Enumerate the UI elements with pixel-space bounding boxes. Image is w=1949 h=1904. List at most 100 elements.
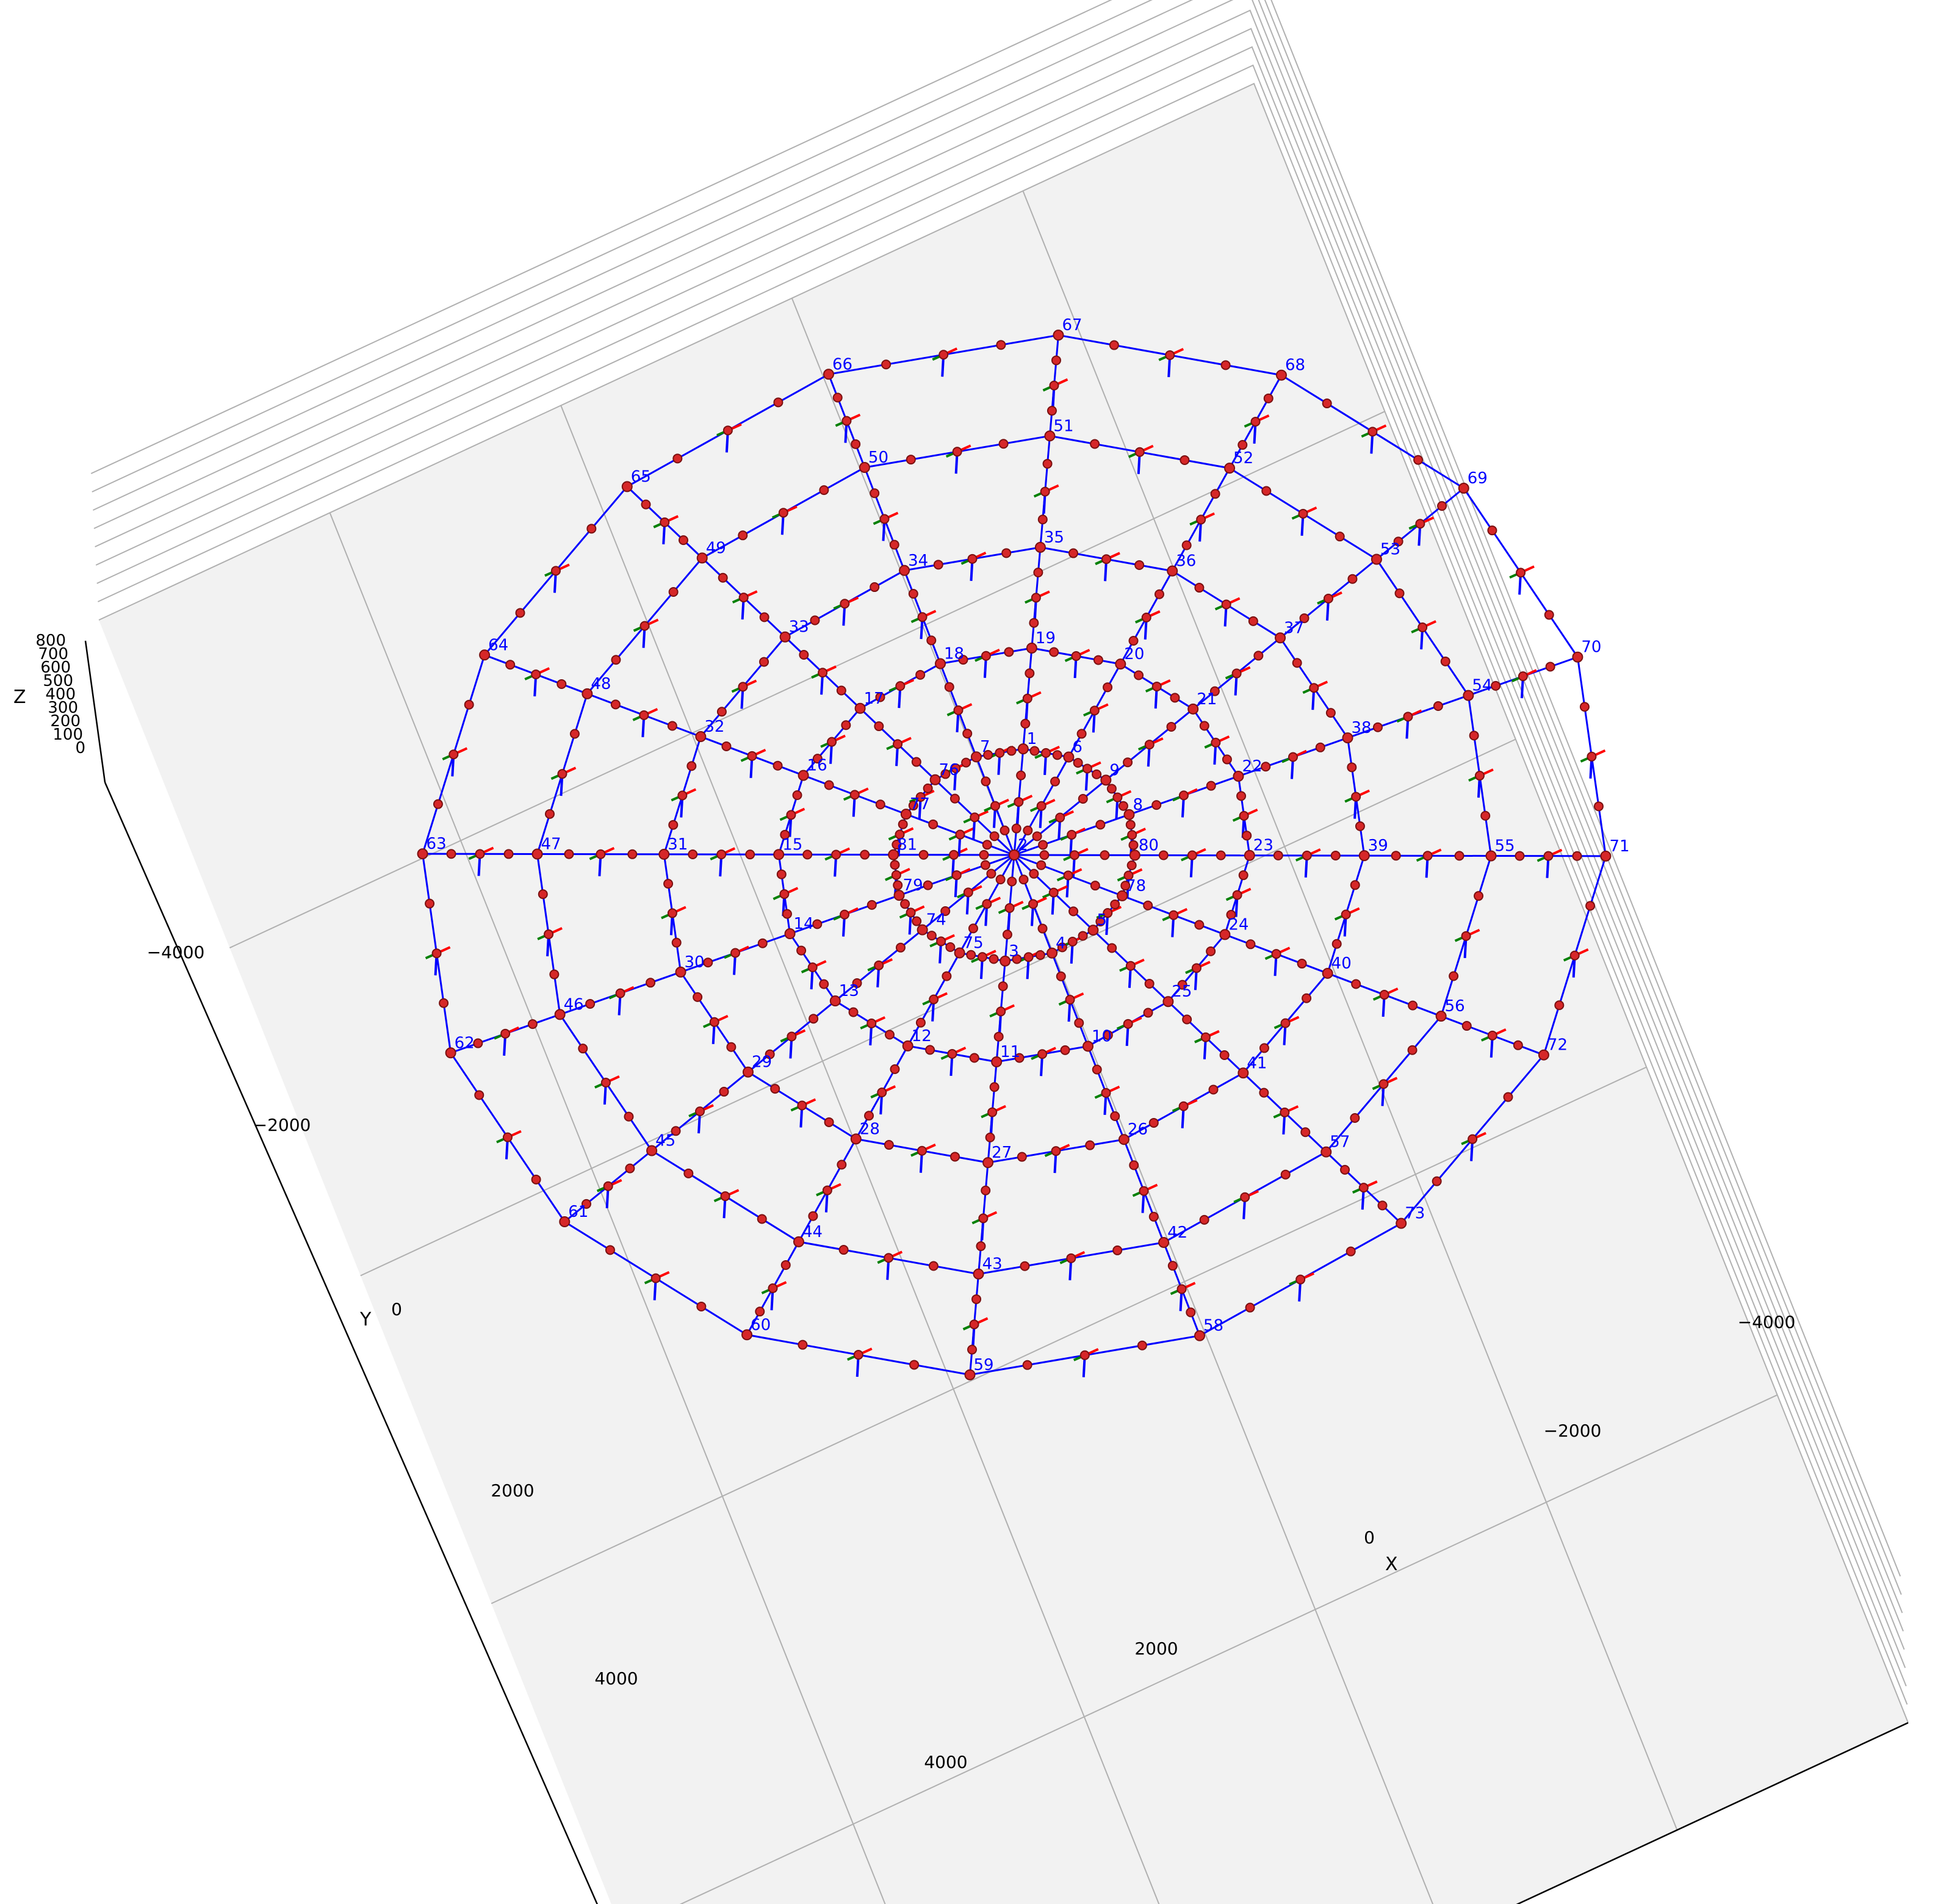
element-marker [473,1038,483,1048]
element-marker [1144,740,1155,750]
element-marker [1261,762,1271,772]
axis-lines [84,640,1909,1904]
gridline-v-3 [360,738,1516,1277]
node-marker [1237,1067,1249,1079]
element-marker [1220,360,1231,370]
element-marker [1078,794,1088,804]
element-marker [889,539,899,550]
element-marker [1000,825,1010,835]
element-marker [853,1350,863,1360]
wall-edge-6 [92,0,1903,1614]
element-marker [1309,683,1319,693]
node-label: 67 [1062,316,1082,334]
element-marker [1341,909,1351,920]
node-marker [1087,925,1099,936]
gridline-v-1 [679,1394,1778,1904]
node-label: 6 [1072,738,1083,757]
element-marker [983,749,993,760]
element-marker [1144,978,1155,989]
element-marker [940,769,951,779]
element-marker [1515,851,1525,861]
element-marker [759,612,769,622]
element-marker [996,340,1006,350]
element-marker [822,1185,832,1195]
element-marker [1093,655,1103,665]
element-marker [1300,1127,1311,1138]
element-marker [933,560,943,570]
y-axis-line [104,782,598,1904]
z-tick-label: 0 [75,739,85,757]
y-tick-label: −4000 [147,942,205,962]
element-marker [1413,455,1424,465]
element-marker [942,971,952,981]
element-marker [1139,1186,1149,1196]
element-marker [686,761,697,771]
element-marker [1487,1030,1497,1040]
element-marker [1403,712,1413,722]
element-marker [747,751,757,761]
element-marker [810,615,820,626]
element-marker [792,790,802,801]
element-marker [908,801,918,811]
node-marker [1017,743,1029,755]
element-marker [1221,599,1231,610]
element-marker [998,981,1008,992]
x-axis-line [1516,1722,1909,1904]
element-marker [720,1191,730,1202]
element-marker [893,739,903,749]
node-label: 42 [1167,1224,1187,1242]
node-label: 81 [897,836,917,854]
element-marker [1245,939,1256,950]
node-label: 75 [964,934,984,952]
node-label: 8 [1133,796,1143,814]
element-marker [786,810,796,820]
element-marker [925,1045,935,1055]
element-marker [1487,525,1497,536]
node-label: 2 [1018,836,1028,854]
wall-edge-3 [95,27,1906,1668]
element-marker [1503,1092,1513,1102]
node-marker [1100,774,1112,786]
element-marker [841,720,851,730]
element-marker [812,754,823,764]
node-label: 48 [591,675,611,693]
element-marker [1238,870,1248,881]
node-marker [1158,1236,1170,1248]
node-marker [1485,850,1497,862]
element-marker [1038,840,1048,850]
element-marker [851,439,861,449]
element-marker [1123,757,1133,768]
element-marker [838,1245,849,1255]
element-marker [1071,651,1081,662]
node-marker [1219,929,1231,940]
element-marker [1325,708,1336,718]
element-marker [1194,583,1205,593]
element-marker [663,879,674,889]
element-marker [915,792,926,802]
element-marker [1020,718,1031,729]
element-marker [819,979,829,989]
element-marker [1259,1087,1269,1098]
element-marker [531,669,541,680]
node-label: 77 [910,795,930,813]
node-label: 37 [1284,619,1304,637]
floor-pane [99,84,1908,1904]
element-marker [890,860,900,870]
element-marker [1579,702,1590,712]
element-marker [1377,1200,1388,1211]
node-label: 12 [912,1027,932,1045]
element-marker [971,1294,982,1304]
node-marker [445,1047,456,1059]
x-tick-label: 0 [1364,1527,1375,1548]
node-marker [991,1056,1003,1067]
node-marker [1358,850,1370,862]
element-marker [759,657,769,667]
node-marker [900,809,912,820]
element-marker [1120,881,1131,891]
element-marker [1351,979,1361,989]
element-marker [544,809,555,819]
node-label: 49 [706,539,726,557]
element-marker [989,1082,1000,1092]
element-marker [819,485,829,496]
node-marker [1275,369,1287,381]
